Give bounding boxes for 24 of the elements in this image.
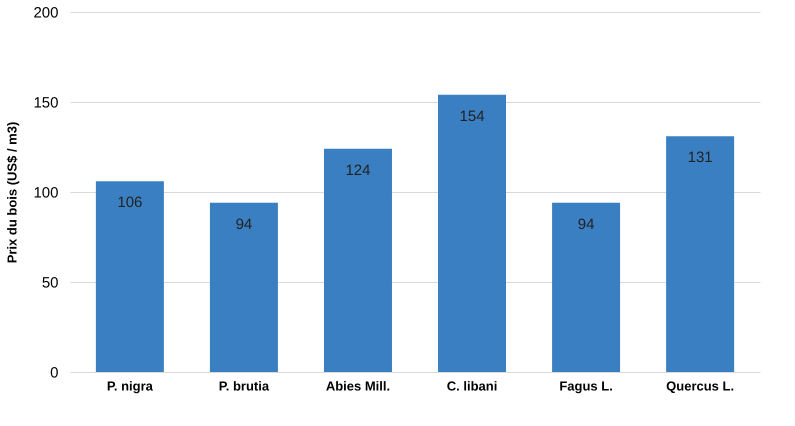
x-tick-label: Fagus L. [559, 378, 613, 394]
bar [96, 181, 164, 372]
data-label: 94 [236, 216, 252, 233]
bar [324, 148, 392, 372]
bar [210, 202, 278, 372]
y-tick-label: 150 [33, 94, 58, 112]
x-tick-label: P. nigra [106, 378, 154, 394]
data-label: 94 [578, 216, 594, 233]
x-tick-label: Abies Mill. [326, 378, 390, 394]
x-tick-label: C. libani [446, 378, 498, 394]
y-tick-label: 100 [33, 184, 58, 202]
y-tick-label: 0 [50, 364, 58, 382]
data-label: 106 [117, 194, 142, 212]
y-axis-title: Prix du bois (US$ / m3) [4, 122, 20, 264]
data-label: 124 [345, 162, 370, 179]
bar [666, 136, 734, 372]
x-tick-label: P. brutia [218, 378, 270, 394]
y-tick-label: 50 [42, 274, 58, 292]
bar [438, 94, 506, 372]
y-tick-label: 200 [33, 4, 58, 22]
data-label: 154 [460, 108, 485, 125]
data-label: 131 [688, 149, 713, 166]
x-tick-label: Quercus L. [666, 378, 734, 394]
bar [552, 202, 620, 372]
